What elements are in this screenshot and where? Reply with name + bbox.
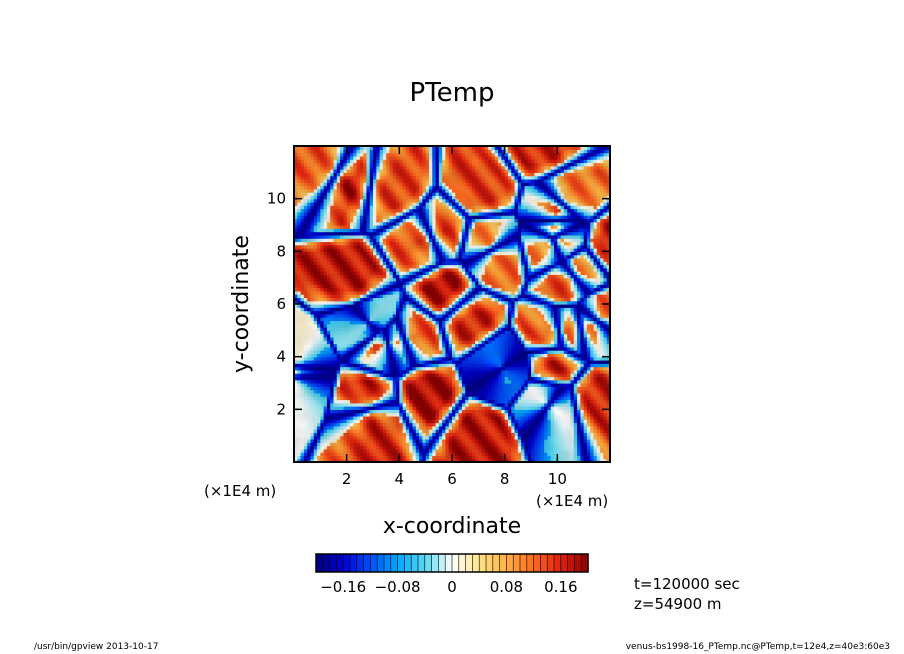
chart-title: PTemp xyxy=(409,78,495,108)
heatmap-field xyxy=(294,146,610,462)
